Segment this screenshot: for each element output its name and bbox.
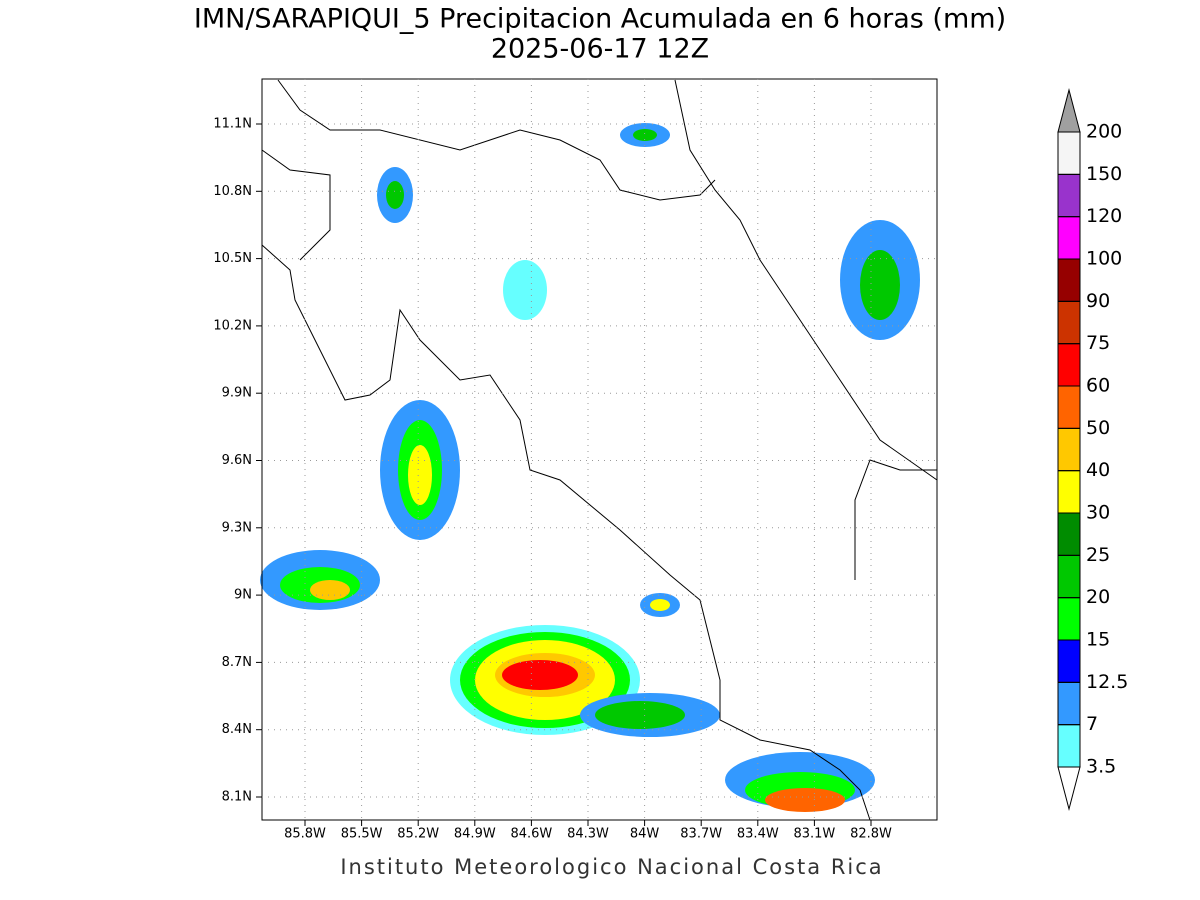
colorbar-under [1057,766,1081,811]
precipitation-field [260,123,920,812]
colorbar-label: 30 [1086,502,1110,524]
colorbar-label: 25 [1086,544,1110,566]
lon-tick-label: 85.2W [397,827,439,842]
lat-tick-label: 9.9N [222,386,252,401]
colorbar-segment [1057,512,1081,556]
colorbar-label: 20 [1086,586,1110,608]
lat-tick-label: 11.1N [213,117,252,132]
colorbar-segment [1057,300,1081,345]
lon-tick-label: 84.3W [567,827,609,842]
colorbar-segment [1057,597,1081,641]
colorbar-label: 200 [1086,121,1122,143]
colorbar-label: 120 [1086,205,1122,227]
colorbar-label: 7 [1086,713,1098,735]
colorbar-segment [1057,470,1081,514]
footer: Instituto Meteorologico Nacional Costa R… [340,855,883,879]
lat-tick-label: 8.1N [222,790,252,805]
colorbar-segment [1057,131,1081,175]
lon-tick-label: 84.6W [510,827,552,842]
lat-tick-label: 10.2N [213,318,252,333]
colorbar-segment [1057,554,1081,599]
colorbar-label: 12.5 [1086,671,1128,693]
lat-tick-label: 9.6N [222,453,252,468]
colorbar-label: 40 [1086,459,1110,481]
colorbar-label: 50 [1086,417,1110,439]
colorbar-segment [1057,385,1081,429]
colorbar-segment [1057,216,1081,260]
lon-tick-label: 83.7W [680,827,722,842]
lat-tick-label: 9N [234,588,252,603]
colorbar-label: 60 [1086,375,1110,397]
lon-tick-label: 84.9W [454,827,496,842]
lon-tick-label: 83.4W [737,827,779,842]
colorbar-label: 100 [1086,248,1122,270]
colorbar-segment [1057,724,1081,768]
colorbar-segment [1057,427,1081,472]
lat-tick-label: 8.4N [222,722,252,737]
map-frame [261,78,938,821]
colorbar-segment [1057,173,1081,218]
colorbar-label: 150 [1086,163,1122,185]
lon-tick-label: 85.8W [284,827,326,842]
colorbar-label: 90 [1086,290,1110,312]
lat-tick-label: 9.3N [222,520,252,535]
lat-tick-label: 10.8N [213,184,252,199]
lat-tick-label: 8.7N [222,655,252,670]
colorbar-over [1057,88,1081,133]
colorbar-segment [1057,343,1081,387]
lat-tick-label: 10.5N [213,251,252,266]
lon-tick-label: 84W [630,827,660,842]
colorbar-label: 75 [1086,332,1110,354]
lon-tick-label: 83.1W [793,827,835,842]
coastlines [261,79,938,821]
colorbar-segment [1057,639,1081,683]
colorbar-segment [1057,681,1081,726]
title: IMN/SARAPIQUI_5 Precipitacion Acumulada … [194,4,1006,35]
colorbar-segment [1057,258,1081,302]
colorbar-label: 3.5 [1086,756,1116,778]
colorbar-label: 15 [1086,629,1110,651]
subtitle: 2025-06-17 12Z [491,34,709,65]
lon-tick-label: 82.8W [850,827,892,842]
lon-tick-label: 85.5W [341,827,383,842]
